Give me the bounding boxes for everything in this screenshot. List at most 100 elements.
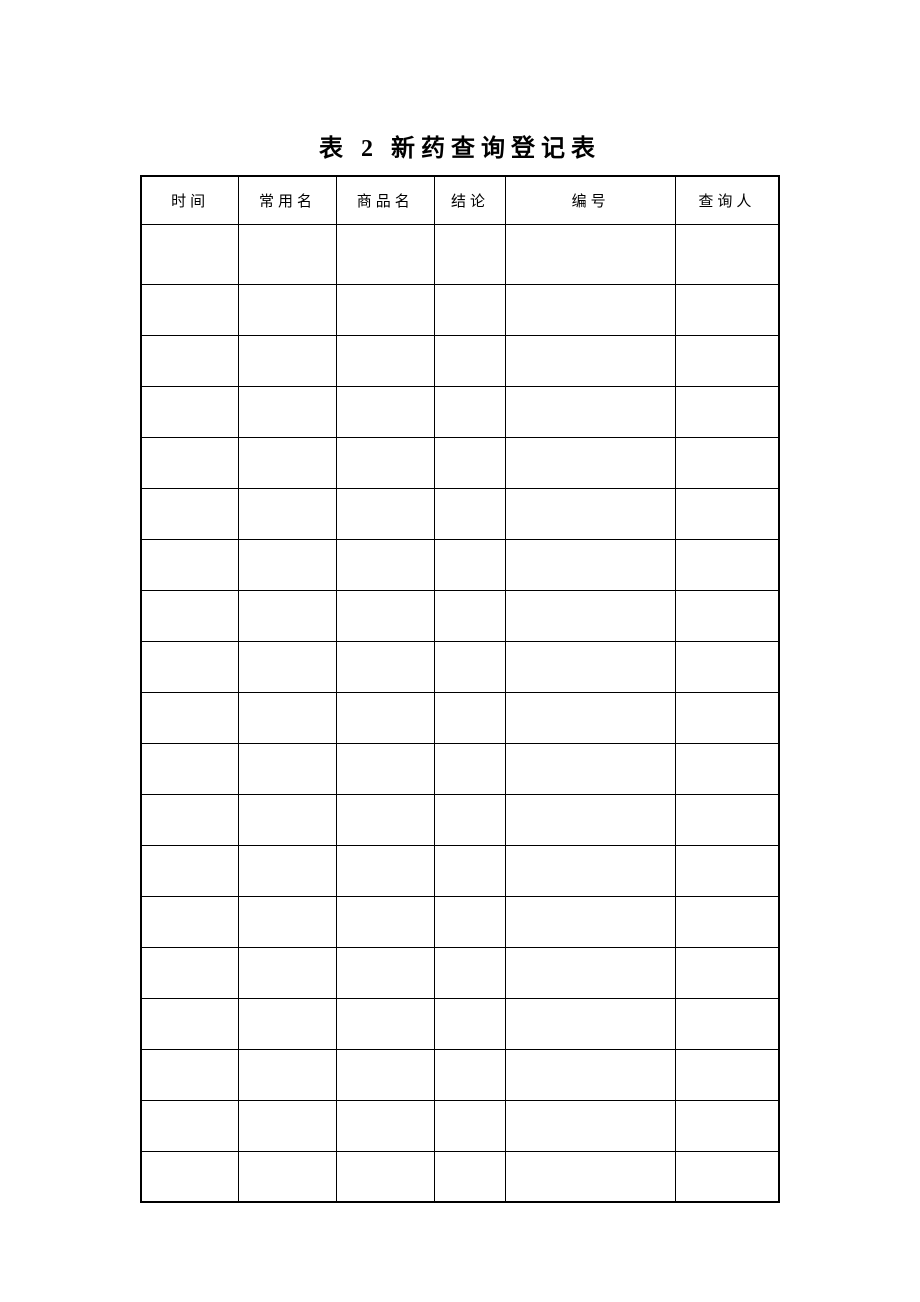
table-container: 时间 常用名 商品名 结论 编号 查询人 bbox=[140, 175, 780, 1203]
table-cell bbox=[675, 539, 779, 590]
table-cell bbox=[675, 224, 779, 284]
table-cell bbox=[239, 845, 337, 896]
table-row bbox=[141, 224, 779, 284]
table-cell bbox=[434, 947, 506, 998]
table-cell bbox=[141, 1100, 239, 1151]
table-cell bbox=[506, 284, 675, 335]
table-cell bbox=[506, 1151, 675, 1202]
col-header-person: 查询人 bbox=[675, 176, 779, 224]
table-cell bbox=[506, 488, 675, 539]
table-cell bbox=[336, 896, 434, 947]
table-cell bbox=[239, 947, 337, 998]
table-cell bbox=[434, 896, 506, 947]
table-row bbox=[141, 488, 779, 539]
table-cell bbox=[239, 743, 337, 794]
table-cell bbox=[141, 1151, 239, 1202]
col-header-product-name: 商品名 bbox=[336, 176, 434, 224]
table-cell bbox=[239, 692, 337, 743]
table-cell bbox=[506, 590, 675, 641]
col-header-time: 时间 bbox=[141, 176, 239, 224]
table-row bbox=[141, 743, 779, 794]
table-cell bbox=[506, 641, 675, 692]
table-cell bbox=[336, 437, 434, 488]
table-cell bbox=[506, 947, 675, 998]
table-header-row: 时间 常用名 商品名 结论 编号 查询人 bbox=[141, 176, 779, 224]
table-cell bbox=[675, 998, 779, 1049]
table-cell bbox=[336, 845, 434, 896]
table-cell bbox=[675, 743, 779, 794]
table-cell bbox=[141, 692, 239, 743]
page-title: 表 2 新药查询登记表 bbox=[0, 0, 920, 175]
table-cell bbox=[506, 692, 675, 743]
table-cell bbox=[141, 743, 239, 794]
table-cell bbox=[141, 437, 239, 488]
table-cell bbox=[336, 539, 434, 590]
table-cell bbox=[675, 386, 779, 437]
table-row bbox=[141, 335, 779, 386]
col-header-conclusion: 结论 bbox=[434, 176, 506, 224]
table-cell bbox=[675, 947, 779, 998]
table-cell bbox=[141, 998, 239, 1049]
table-cell bbox=[239, 437, 337, 488]
table-cell bbox=[506, 335, 675, 386]
table-cell bbox=[434, 998, 506, 1049]
table-cell bbox=[239, 224, 337, 284]
table-row bbox=[141, 284, 779, 335]
table-cell bbox=[675, 641, 779, 692]
table-cell bbox=[336, 998, 434, 1049]
table-cell bbox=[336, 794, 434, 845]
table-cell bbox=[141, 224, 239, 284]
table-cell bbox=[675, 1151, 779, 1202]
table-cell bbox=[239, 539, 337, 590]
table-cell bbox=[675, 896, 779, 947]
table-cell bbox=[336, 1049, 434, 1100]
table-cell bbox=[506, 794, 675, 845]
table-cell bbox=[506, 998, 675, 1049]
table-cell bbox=[141, 284, 239, 335]
table-cell bbox=[141, 335, 239, 386]
table-cell bbox=[141, 641, 239, 692]
table-body bbox=[141, 224, 779, 1202]
table-cell bbox=[506, 539, 675, 590]
table-cell bbox=[336, 947, 434, 998]
table-cell bbox=[506, 1049, 675, 1100]
table-cell bbox=[141, 1049, 239, 1100]
table-row bbox=[141, 1151, 779, 1202]
table-cell bbox=[434, 488, 506, 539]
registration-table: 时间 常用名 商品名 结论 编号 查询人 bbox=[140, 175, 780, 1203]
table-cell bbox=[675, 488, 779, 539]
table-cell bbox=[141, 488, 239, 539]
table-cell bbox=[239, 335, 337, 386]
table-cell bbox=[506, 845, 675, 896]
table-row bbox=[141, 947, 779, 998]
table-cell bbox=[506, 1100, 675, 1151]
table-cell bbox=[434, 284, 506, 335]
table-cell bbox=[336, 1151, 434, 1202]
table-cell bbox=[239, 641, 337, 692]
table-cell bbox=[675, 1049, 779, 1100]
table-cell bbox=[336, 1100, 434, 1151]
table-cell bbox=[336, 590, 434, 641]
table-cell bbox=[506, 386, 675, 437]
table-cell bbox=[675, 284, 779, 335]
table-cell bbox=[675, 335, 779, 386]
table-cell bbox=[336, 284, 434, 335]
table-cell bbox=[434, 692, 506, 743]
table-row bbox=[141, 1100, 779, 1151]
table-cell bbox=[239, 998, 337, 1049]
table-cell bbox=[336, 641, 434, 692]
table-cell bbox=[434, 335, 506, 386]
table-cell bbox=[336, 488, 434, 539]
col-header-number: 编号 bbox=[506, 176, 675, 224]
table-cell bbox=[434, 386, 506, 437]
table-cell bbox=[239, 488, 337, 539]
table-row bbox=[141, 1049, 779, 1100]
table-cell bbox=[141, 794, 239, 845]
table-row bbox=[141, 896, 779, 947]
table-cell bbox=[506, 437, 675, 488]
table-cell bbox=[141, 539, 239, 590]
table-row bbox=[141, 437, 779, 488]
table-cell bbox=[675, 437, 779, 488]
table-cell bbox=[675, 590, 779, 641]
table-cell bbox=[506, 896, 675, 947]
